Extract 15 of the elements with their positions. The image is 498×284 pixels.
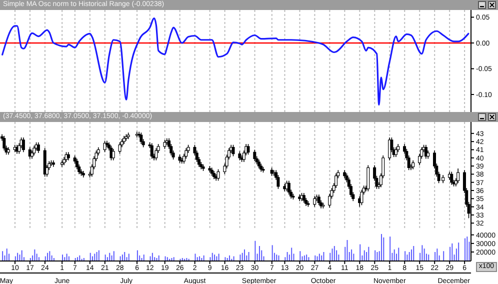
candlestick [313,196,316,208]
candlestick [75,158,78,170]
candlestick [184,148,188,160]
candlestick [253,149,256,162]
candlestick [22,137,25,153]
candlestick [43,148,46,178]
candlestick [2,135,6,151]
candlestick [118,142,122,154]
candlestick [394,146,398,158]
candlestick [456,168,460,184]
candlestick [287,180,290,195]
candlestick [32,145,36,156]
candlestick [360,189,364,206]
candlestick [112,148,115,161]
line-series [1,17,470,106]
